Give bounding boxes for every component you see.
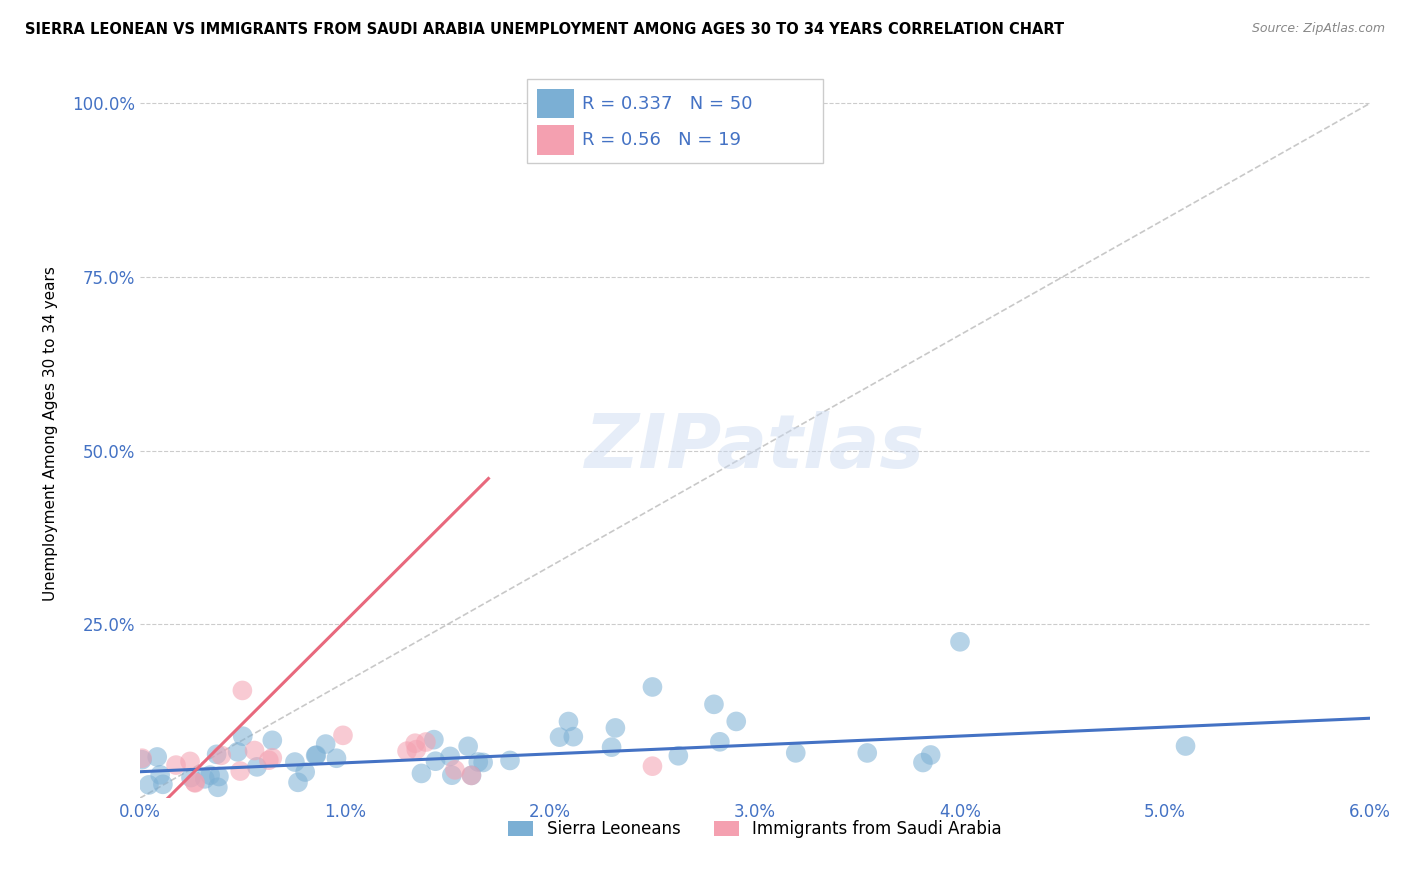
Point <box>207 780 229 795</box>
Point <box>138 778 160 792</box>
Legend: Sierra Leoneans, Immigrants from Saudi Arabia: Sierra Leoneans, Immigrants from Saudi A… <box>502 814 1008 845</box>
Point <box>425 754 447 768</box>
Point <box>499 754 522 768</box>
Text: R = 0.337   N = 50: R = 0.337 N = 50 <box>582 95 752 112</box>
Point <box>404 736 426 750</box>
Point <box>557 714 579 729</box>
Point <box>194 772 217 786</box>
Y-axis label: Unemployment Among Ages 30 to 34 years: Unemployment Among Ages 30 to 34 years <box>44 266 58 601</box>
Point <box>205 747 228 762</box>
Point <box>457 739 479 754</box>
Point <box>439 749 461 764</box>
Point <box>305 748 328 763</box>
Point <box>332 728 354 742</box>
Point <box>472 756 495 770</box>
Point <box>304 748 326 763</box>
Point <box>548 730 571 744</box>
Point <box>146 750 169 764</box>
Point <box>262 733 284 747</box>
Point <box>208 770 231 784</box>
Point <box>243 743 266 757</box>
Point <box>460 768 482 782</box>
Point <box>600 740 623 755</box>
Point <box>405 742 427 756</box>
Point <box>703 698 725 712</box>
Point <box>152 777 174 791</box>
Point <box>920 747 942 762</box>
Point <box>198 768 221 782</box>
FancyBboxPatch shape <box>527 79 823 163</box>
Point <box>709 735 731 749</box>
Point <box>226 745 249 759</box>
Point <box>180 771 202 785</box>
Point <box>641 759 664 773</box>
Point <box>440 768 463 782</box>
Point <box>641 680 664 694</box>
Point <box>325 751 347 765</box>
Point <box>467 755 489 769</box>
Point <box>231 683 253 698</box>
Point <box>246 760 269 774</box>
Point <box>131 753 153 767</box>
Text: R = 0.56   N = 19: R = 0.56 N = 19 <box>582 131 741 149</box>
Point <box>287 775 309 789</box>
Point <box>294 764 316 779</box>
Point <box>179 755 201 769</box>
Point <box>411 766 433 780</box>
Point <box>856 746 879 760</box>
Point <box>232 729 254 743</box>
Point <box>262 751 284 765</box>
Point <box>183 775 205 789</box>
Point <box>209 748 232 763</box>
Point <box>284 755 307 769</box>
FancyBboxPatch shape <box>537 89 574 118</box>
Point <box>423 732 446 747</box>
Point <box>605 721 627 735</box>
Point <box>725 714 748 729</box>
Point <box>562 730 585 744</box>
Point <box>949 634 972 648</box>
Point <box>911 756 934 770</box>
Point <box>460 768 482 782</box>
Point <box>131 751 153 765</box>
Point <box>395 744 418 758</box>
Point <box>666 748 689 763</box>
Text: Source: ZipAtlas.com: Source: ZipAtlas.com <box>1251 22 1385 36</box>
Point <box>785 746 807 760</box>
Point <box>229 764 252 778</box>
Point <box>165 758 187 772</box>
Point <box>315 737 337 751</box>
Point <box>1174 739 1197 753</box>
Point <box>184 776 207 790</box>
Point <box>257 753 280 767</box>
Point <box>444 763 467 777</box>
Point <box>149 768 172 782</box>
Text: ZIPatlas: ZIPatlas <box>585 411 925 484</box>
Point <box>415 735 437 749</box>
FancyBboxPatch shape <box>537 126 574 154</box>
Text: SIERRA LEONEAN VS IMMIGRANTS FROM SAUDI ARABIA UNEMPLOYMENT AMONG AGES 30 TO 34 : SIERRA LEONEAN VS IMMIGRANTS FROM SAUDI … <box>25 22 1064 37</box>
